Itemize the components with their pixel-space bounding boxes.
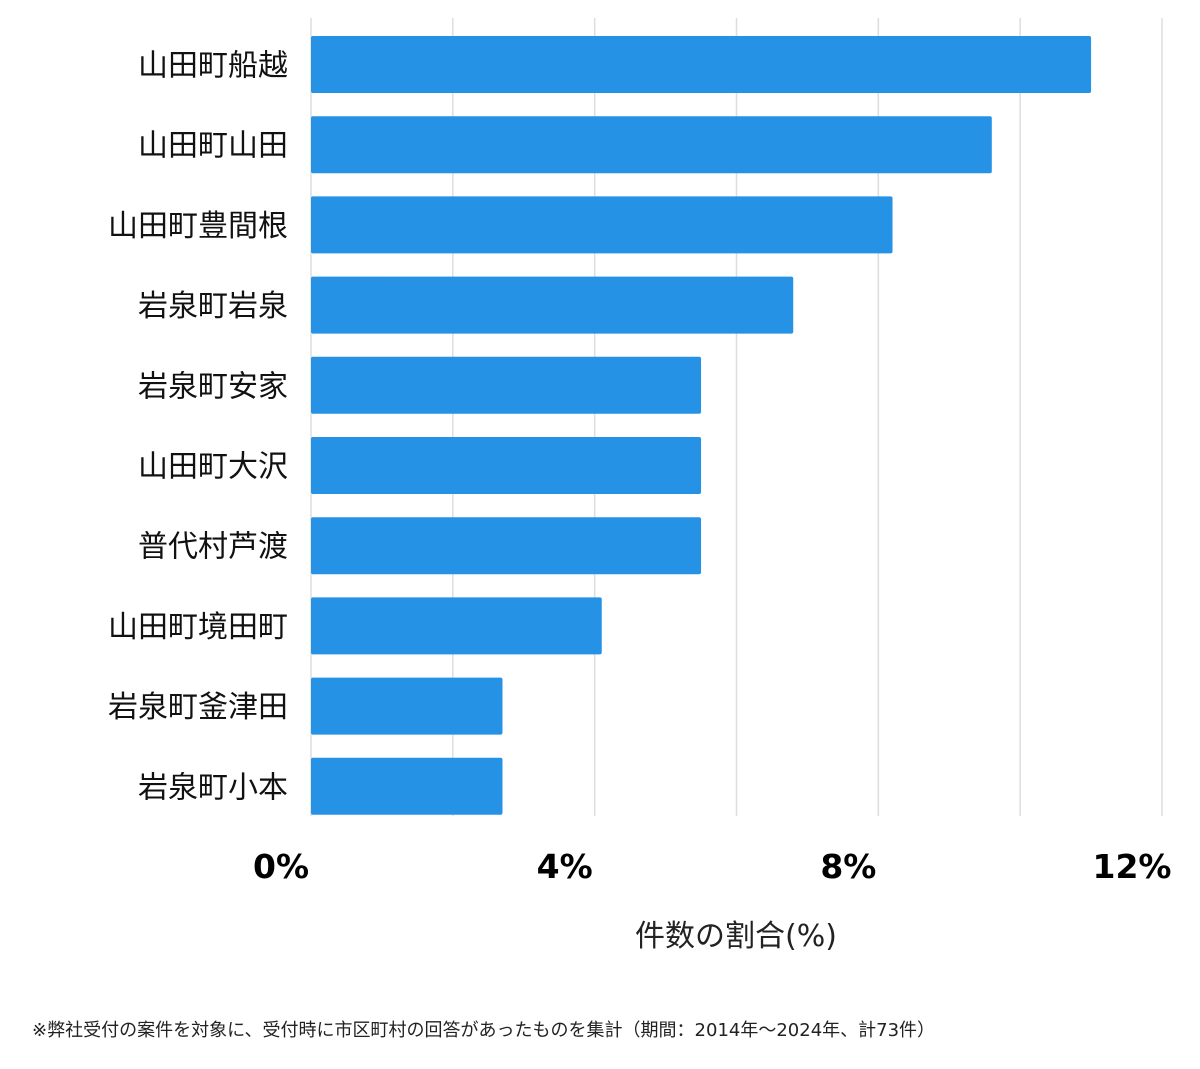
category-label: 山田町大沢 (138, 450, 288, 485)
x-tick-labels: 0% 4% 8% 12% (253, 847, 1172, 886)
bar (311, 276, 794, 334)
bar (311, 677, 503, 735)
category-label: 岩泉町安家 (138, 369, 288, 404)
category-label: 山田町山田 (138, 129, 288, 164)
x-tick-label: 8% (820, 847, 876, 886)
category-label: 普代村芦渡 (138, 530, 288, 565)
x-tick-label: 12% (1093, 847, 1172, 886)
bar (311, 116, 992, 174)
category-label: 岩泉町岩泉 (138, 289, 288, 324)
bar (311, 36, 1092, 93)
bar (311, 517, 702, 575)
category-labels: 山田町船越山田町山田山田町豊間根岩泉町岩泉岩泉町安家山田町大沢普代村芦渡山田町境… (108, 49, 288, 806)
category-label: 岩泉町小本 (138, 770, 288, 805)
category-label: 山田町豊間根 (108, 209, 288, 244)
x-tick-label: 4% (537, 847, 593, 886)
bars (311, 36, 1092, 815)
footnote: ※弊社受付の案件を対象に、受付時に市区町村の回答があったものを集計（期間：201… (32, 1020, 936, 1041)
category-label: 山田町境田町 (108, 610, 288, 645)
x-tick-label: 0% (253, 847, 309, 886)
category-label: 山田町船越 (138, 49, 288, 84)
bar (311, 597, 602, 655)
bar (311, 356, 702, 414)
bar (311, 437, 702, 494)
bar-chart: 山田町船越山田町山田山田町豊間根岩泉町岩泉岩泉町安家山田町大沢普代村芦渡山田町境… (108, 18, 1172, 954)
category-label: 岩泉町釜津田 (108, 690, 288, 725)
bar (311, 757, 503, 815)
bar (311, 196, 893, 254)
x-axis-title: 件数の割合(%) (635, 919, 837, 954)
